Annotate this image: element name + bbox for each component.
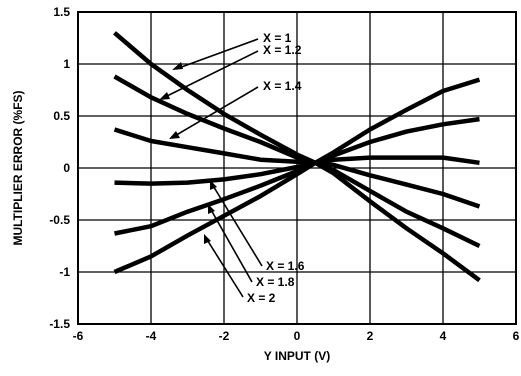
annotation-x1-4: X = 1.4 — [263, 79, 302, 93]
y-tick-label: 1.5 — [53, 5, 70, 19]
arrow-x2 — [205, 237, 244, 298]
arrow-x1-6 — [211, 183, 263, 267]
arrow-head-x1-6 — [210, 180, 217, 190]
annotations: X = 1 X = 1.2 X = 1.4 X = 1.6 X = 1.8 X … — [159, 31, 305, 305]
x-tick-label: -2 — [219, 329, 230, 343]
x-tick-label: 0 — [294, 329, 301, 343]
annotation-x1-2: X = 1.2 — [263, 43, 302, 57]
tick-labels: -6 -4 -2 0 2 4 6 1.5 1 0.5 0 -0.5 -1 -1.5 — [49, 5, 519, 343]
y-tick-label: -1 — [59, 265, 70, 279]
x-tick-label: -4 — [146, 329, 157, 343]
annotation-x2: X = 2 — [247, 291, 276, 305]
x-tick-label: 4 — [440, 329, 447, 343]
series-line-2 — [113, 127, 481, 209]
annotation-x1: X = 1 — [263, 31, 292, 45]
arrow-head-x1-2 — [159, 92, 170, 100]
y-tick-label: 0.5 — [53, 109, 70, 123]
x-axis-label: Y INPUT (V) — [264, 349, 330, 363]
x-tick-label: 6 — [513, 329, 520, 343]
y-tick-label: -0.5 — [49, 213, 70, 227]
x-tick-label: -6 — [73, 329, 84, 343]
arrow-head-x1-8 — [208, 204, 215, 214]
y-axis-label: MULTIPLIER ERROR (%FS) — [11, 90, 25, 245]
annotation-x1-8: X = 1.8 — [256, 275, 295, 289]
arrow-head-x2 — [204, 234, 211, 244]
arrow-x1-2 — [162, 50, 259, 99]
annotation-x1-6: X = 1.6 — [266, 259, 305, 273]
arrow-x1-4 — [172, 86, 259, 138]
series-layer — [113, 31, 481, 283]
arrow-x1 — [175, 38, 259, 70]
series-line-5 — [113, 77, 481, 275]
x-tick-label: 2 — [367, 329, 374, 343]
y-tick-label: 1 — [63, 57, 70, 71]
arrow-x1-8 — [209, 207, 253, 283]
arrow-head-x1-4 — [169, 131, 180, 139]
arrow-head-x1 — [172, 62, 183, 70]
plot-frame — [77, 11, 517, 325]
y-tick-label: 0 — [63, 161, 70, 175]
y-tick-label: -1.5 — [49, 317, 70, 331]
